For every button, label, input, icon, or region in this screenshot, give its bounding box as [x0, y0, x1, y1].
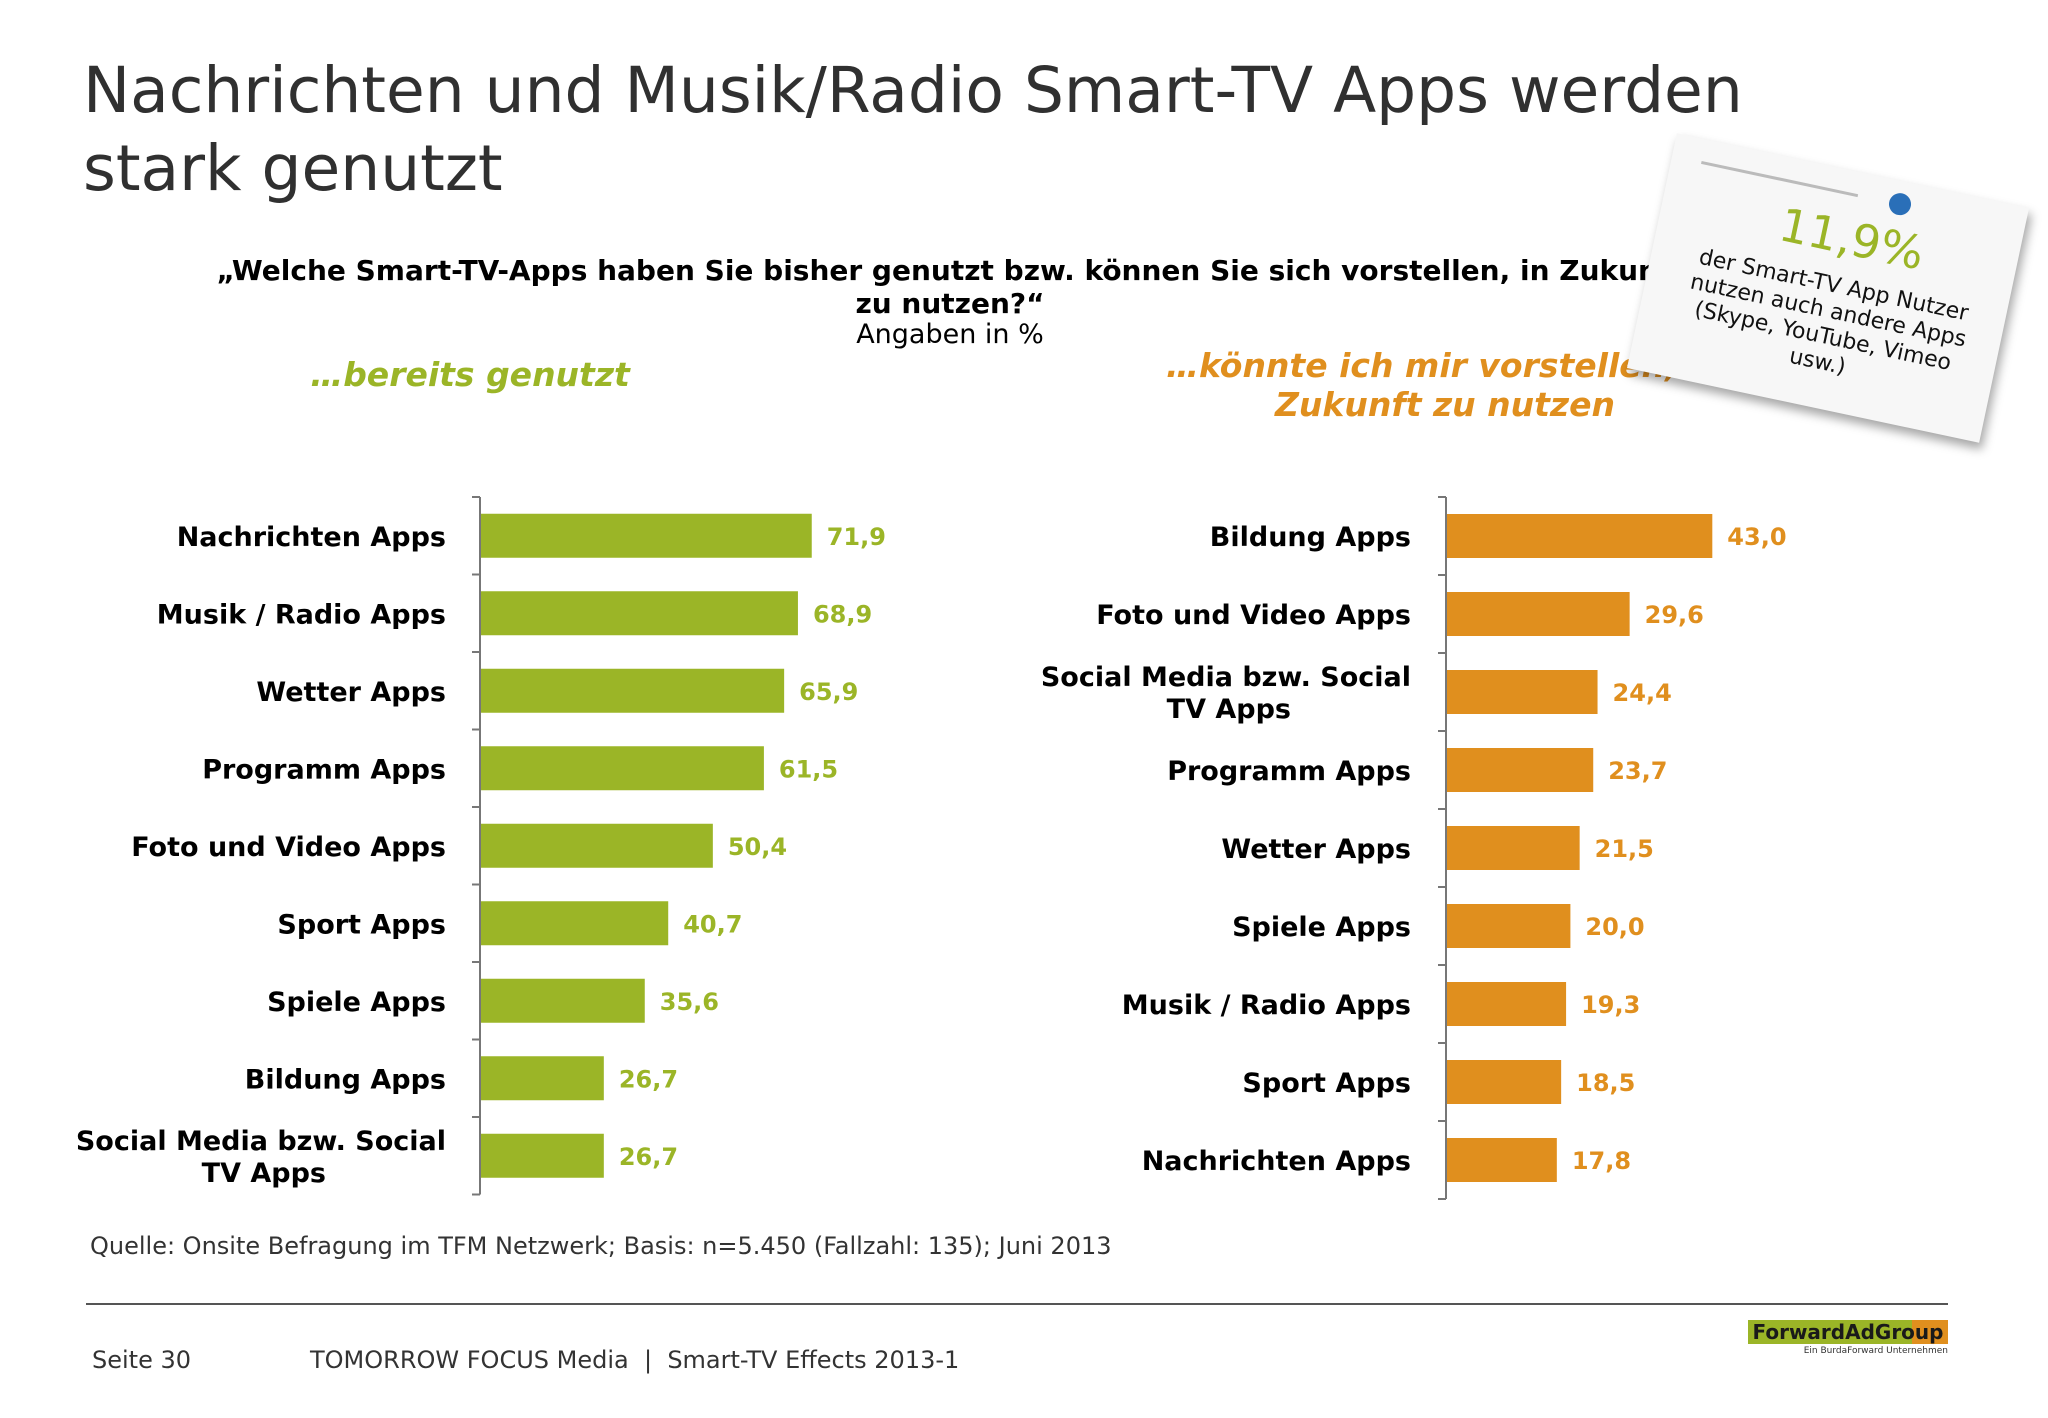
note-text: der Smart-TV App Nutzer nutzen auch ande…: [1687, 244, 1971, 381]
category-label: Wetter Apps: [1221, 834, 1411, 865]
value-label: 26,7: [619, 1065, 678, 1093]
value-label: 23,7: [1608, 757, 1667, 785]
bar: [1447, 748, 1594, 792]
category-label: Foto und Video Apps: [1096, 600, 1411, 631]
category-label: Wetter Apps: [256, 677, 446, 708]
survey-question: „Welche Smart-TV-Apps haben Sie bisher g…: [216, 254, 1684, 320]
category-label: Social Media bzw. Social TV Apps: [1041, 662, 1411, 725]
category-label: Sport Apps: [1242, 1068, 1411, 1099]
category-label: Musik / Radio Apps: [1122, 990, 1411, 1021]
logo-box: ForwardAdGroup: [1748, 1320, 1948, 1344]
category-label: Sport Apps: [277, 909, 446, 940]
bar: [1447, 1060, 1562, 1104]
category-label: Bildung Apps: [245, 1064, 446, 1095]
logo-text: ForwardAdGroup: [1752, 1320, 1944, 1344]
pin-icon: [1886, 191, 1914, 218]
bar: [481, 901, 669, 946]
value-label: 43,0: [1727, 523, 1786, 551]
left-chart-heading: …bereits genutzt: [310, 355, 630, 394]
page-title: Nachrichten und Musik/Radio Smart-TV App…: [83, 54, 1743, 205]
category-label: Musik / Radio Apps: [157, 599, 446, 630]
footer-text: TOMORROW FOCUS Media | Smart-TV Effects …: [310, 1346, 960, 1374]
category-label: Spiele Apps: [267, 987, 446, 1018]
category-label: Nachrichten Apps: [1142, 1146, 1411, 1177]
page-number: Seite 30: [92, 1346, 192, 1374]
value-label: 29,6: [1645, 601, 1704, 629]
category-label: Foto und Video Apps: [131, 832, 446, 863]
category-label: Programm Apps: [1167, 756, 1411, 787]
source-note: Quelle: Onsite Befragung im TFM Netzwerk…: [90, 1232, 1112, 1260]
bar: [481, 978, 645, 1023]
category-label: Bildung Apps: [1210, 522, 1411, 553]
bar: [1447, 592, 1630, 636]
bar: [481, 513, 812, 558]
value-label: 18,5: [1576, 1069, 1635, 1097]
logo-subtitle: Ein BurdaForward Unternehmen: [1803, 1346, 1948, 1356]
bar: [1447, 1138, 1557, 1182]
value-label: 50,4: [728, 833, 787, 861]
bar: [1447, 670, 1598, 714]
value-label: 61,5: [779, 755, 838, 783]
value-label: 68,9: [813, 600, 872, 628]
value-label: 40,7: [683, 910, 742, 938]
category-label: Programm Apps: [202, 754, 446, 785]
bar: [481, 1056, 604, 1101]
bar: [1447, 826, 1580, 870]
pin-needle: [1701, 160, 1859, 198]
bar: [1447, 904, 1571, 948]
value-label: 20,0: [1585, 913, 1644, 941]
value-label: 19,3: [1581, 991, 1640, 1019]
bar: [1447, 514, 1713, 558]
bar: [481, 823, 713, 868]
value-label: 65,9: [799, 678, 858, 706]
value-label: 17,8: [1572, 1147, 1631, 1175]
value-label: 21,5: [1595, 835, 1654, 863]
bar: [481, 668, 785, 713]
bar: [481, 1133, 604, 1178]
bar: [481, 591, 798, 636]
value-label: 35,6: [660, 988, 719, 1016]
category-label: Nachrichten Apps: [177, 522, 446, 553]
value-label: 71,9: [827, 523, 886, 551]
value-label: 26,7: [619, 1143, 678, 1171]
bar: [1447, 982, 1567, 1026]
category-label: Spiele Apps: [1232, 912, 1411, 943]
bar: [481, 746, 764, 791]
value-label: 24,4: [1613, 679, 1672, 707]
category-label: Social Media bzw. Social TV Apps: [76, 1126, 446, 1189]
footer-divider: [86, 1303, 1948, 1305]
unit-label: Angaben in %: [856, 319, 1044, 350]
company-logo: ForwardAdGroup Ein BurdaForward Unterneh…: [1748, 1320, 1948, 1356]
